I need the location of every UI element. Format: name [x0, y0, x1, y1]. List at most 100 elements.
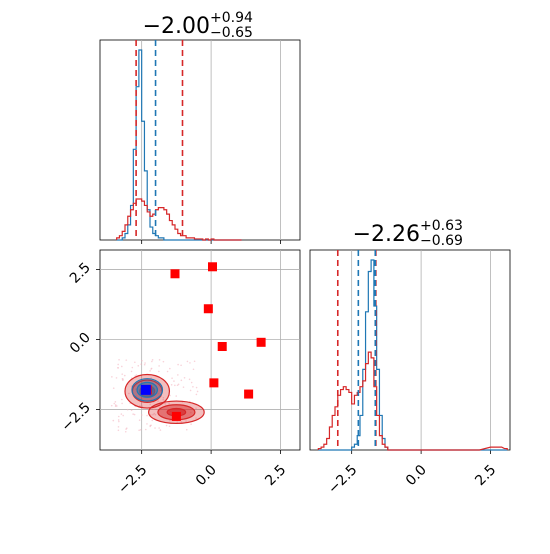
- sample-point: [140, 363, 142, 365]
- sample-point: [118, 420, 120, 423]
- sample-point: [182, 386, 185, 388]
- sample-point: [158, 365, 160, 367]
- x-tick-label: 0.0: [403, 462, 430, 489]
- sample-point: [170, 383, 173, 386]
- sample-point: [117, 426, 120, 428]
- sample-point: [110, 404, 113, 407]
- sample-point: [166, 370, 169, 373]
- sample-point: [139, 405, 141, 407]
- sample-point: [157, 400, 159, 402]
- sample-point: [158, 370, 160, 373]
- panel-1-histogram: [99, 39, 301, 244]
- sample-point: [125, 359, 128, 361]
- sample-point: [139, 429, 142, 431]
- sample-point: [130, 370, 133, 373]
- panel-3-title: −2.26: [353, 222, 420, 247]
- sample-point: [117, 429, 120, 432]
- sample-point: [128, 392, 130, 395]
- sample-point: [190, 423, 192, 425]
- sample-point: [168, 419, 171, 422]
- panel-1-title: −2.00: [143, 14, 210, 39]
- y-tick-label: 0.0: [67, 330, 94, 357]
- sample-point: [154, 413, 157, 416]
- sample-point: [158, 359, 161, 361]
- sample-point: [146, 414, 148, 417]
- sample-point: [177, 383, 180, 386]
- axes-frame: [99, 249, 301, 451]
- sample-point: [186, 360, 189, 363]
- sample-point: [112, 419, 115, 422]
- sample-point: [117, 415, 120, 418]
- sample-point: [138, 419, 141, 422]
- axes-frame: [309, 249, 511, 451]
- sample-point: [168, 402, 170, 405]
- sample-point: [122, 379, 124, 382]
- sample-point: [162, 396, 165, 399]
- red-square-marker: [256, 337, 266, 347]
- sample-point: [165, 424, 168, 427]
- red-square-marker: [244, 389, 254, 399]
- sample-point: [118, 358, 120, 361]
- sample-point: [132, 413, 134, 415]
- sample-point: [169, 367, 171, 370]
- sample-point: [158, 427, 160, 429]
- sample-point: [162, 398, 164, 401]
- panel-1-title-sup: +0.94: [210, 10, 253, 26]
- sample-point: [121, 402, 123, 405]
- sample-point: [185, 428, 188, 431]
- sample-point: [192, 368, 195, 371]
- red-square-marker: [203, 304, 213, 314]
- sample-point: [121, 398, 123, 401]
- sample-point: [192, 385, 194, 388]
- panel-3-histogram: −2.5 0.0 2.5: [309, 249, 511, 497]
- sample-point: [126, 408, 129, 411]
- sample-point: [190, 381, 193, 384]
- sample-point: [117, 419, 120, 421]
- blue-square-marker: [140, 384, 151, 395]
- sample-point: [146, 423, 148, 425]
- sample-point: [121, 365, 123, 368]
- sample-point: [149, 370, 151, 372]
- sample-point: [122, 414, 125, 417]
- panel-3-title-sub: −0.69: [420, 233, 463, 249]
- sample-point: [195, 407, 197, 409]
- sample-point: [144, 362, 146, 364]
- x-tick-label: 2.5: [262, 462, 289, 489]
- red-square-marker: [171, 411, 181, 421]
- sample-point: [195, 386, 198, 389]
- sample-point: [180, 421, 183, 423]
- x-tick-label: 0.0: [193, 462, 220, 489]
- sample-point: [180, 364, 182, 367]
- y-tick-label: −2.5: [59, 400, 94, 435]
- x-tick-label: −2.5: [325, 462, 360, 497]
- sample-point: [135, 374, 138, 376]
- sample-point: [195, 393, 198, 396]
- sample-point: [130, 409, 133, 412]
- sample-point: [114, 405, 117, 408]
- sample-point: [133, 413, 136, 416]
- sample-point: [152, 413, 154, 416]
- red-histogram-series: [317, 351, 508, 451]
- sample-point: [154, 427, 156, 429]
- sample-point: [176, 384, 179, 387]
- x-tick-label: 2.5: [472, 462, 499, 489]
- sample-point: [153, 408, 155, 411]
- sample-point: [124, 430, 127, 433]
- panel-3-title-sup: +0.63: [420, 218, 463, 234]
- sample-point: [140, 414, 143, 416]
- sample-point: [174, 384, 176, 387]
- sample-point: [143, 363, 146, 366]
- sample-point: [149, 424, 152, 427]
- panel-1-title-sub: −0.65: [210, 25, 253, 41]
- sample-point: [177, 363, 179, 366]
- sample-point: [176, 421, 178, 424]
- sample-point: [171, 377, 173, 380]
- sample-point: [115, 377, 118, 379]
- sample-point: [112, 387, 115, 389]
- y-tick-label: 2.5: [67, 260, 94, 287]
- sample-point: [141, 405, 144, 408]
- sample-point: [159, 429, 162, 431]
- sample-point: [177, 374, 179, 376]
- sample-point: [183, 376, 186, 379]
- sample-point: [195, 417, 197, 419]
